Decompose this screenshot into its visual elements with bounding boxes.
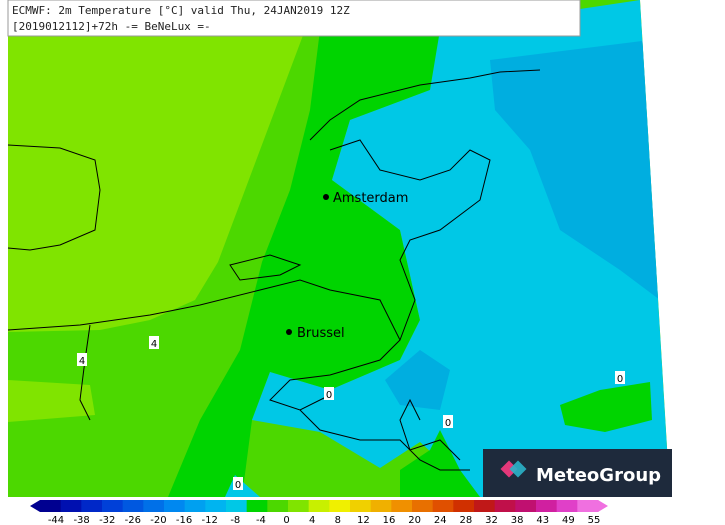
colorbar-cell [81,500,103,512]
colorbar-cell [536,500,558,512]
colorbar-cell [453,500,475,512]
colorbar-cell [122,500,144,512]
colorbar-cell [288,500,310,512]
contour-label: 0 [326,390,332,401]
contour-label: 0 [617,374,623,385]
colorbar-label: 12 [357,515,370,525]
colorbar-cell [412,500,434,512]
header-line: [2019012112]+72h -= BeNeLux =- [12,20,211,33]
colorbar-cell [556,500,578,512]
city-dot [323,194,329,200]
colorbar-label: -26 [125,515,141,525]
contour-label: 4 [79,356,85,367]
colorbar-cell [60,500,82,512]
header-box [7,0,581,37]
colorbar-cell [164,500,186,512]
colorbar-cell [350,500,372,512]
colorbar-cell [474,500,496,512]
logo-icon [509,460,527,478]
colorbar-cell [515,500,537,512]
contour-label: 0 [445,418,451,429]
borders [7,69,541,471]
colorbar-label: 49 [562,515,575,525]
colorbar-label: 24 [434,515,447,525]
colorbar-cell [329,500,351,512]
contour-label-bg [77,353,87,366]
contour-label: 0 [235,480,241,491]
colorbar-label: -4 [256,515,266,525]
colorbar-cell [143,500,165,512]
colorbar-label: 38 [511,515,524,525]
colorbar-label: -12 [202,515,218,525]
colorbar-label: 4 [309,515,315,525]
colorbar-label: -16 [176,515,192,525]
colorbar-label: 16 [383,515,396,525]
contour-label-bg [443,415,453,428]
colorbar-cell [184,500,206,512]
contour-label: 4 [151,339,157,350]
colorbar-label: -44 [48,515,64,525]
colorbar-cell [40,500,62,512]
colorbar-cell [577,500,599,512]
colorbar-label: 55 [588,515,601,525]
colorbar-cell [246,500,268,512]
contour-label-bg [324,387,334,400]
contour-label-bg [149,336,159,349]
header-line: ECMWF: 2m Temperature [°C] valid Thu, 24… [12,4,350,17]
colorbar-label: -38 [73,515,89,525]
city-dot [286,329,292,335]
colorbar-cell [102,500,124,512]
contour-label-bg [615,371,625,384]
colorbar: -44 -38 -32 -26 -20 -16 -12 -8 -4 0 4 8 12 16 20 24 28 32… [30,500,608,525]
colorbar-label: 32 [485,515,498,525]
colorbar-cell [370,500,392,512]
colorbar-label: -8 [230,515,240,525]
colorbar-cell [226,500,248,512]
colorbar-label: 43 [536,515,549,525]
colorbar-cell [205,500,227,512]
colorbar-label: 20 [408,515,421,525]
city-label: Brussel [297,326,345,341]
contour-label-bg [233,477,243,490]
city-label: Amsterdam [333,191,408,206]
colorbar-cell [494,500,516,512]
colorbar-cell [391,500,413,512]
colorbar-label: 8 [335,515,341,525]
logo-icon [500,460,518,478]
colorbar-cell [432,500,454,512]
logo-text: MeteoGroup [536,465,661,486]
colorbar-label: -20 [150,515,166,525]
colorbar-label: 28 [460,515,473,525]
colorbar-label: 0 [283,515,289,525]
temperature-field [8,0,670,497]
colorbar-arrow [598,500,608,512]
colorbar-cell [308,500,330,512]
colorbar-cell [267,500,289,512]
colorbar-arrow [30,500,40,512]
colorbar-label: -32 [99,515,115,525]
